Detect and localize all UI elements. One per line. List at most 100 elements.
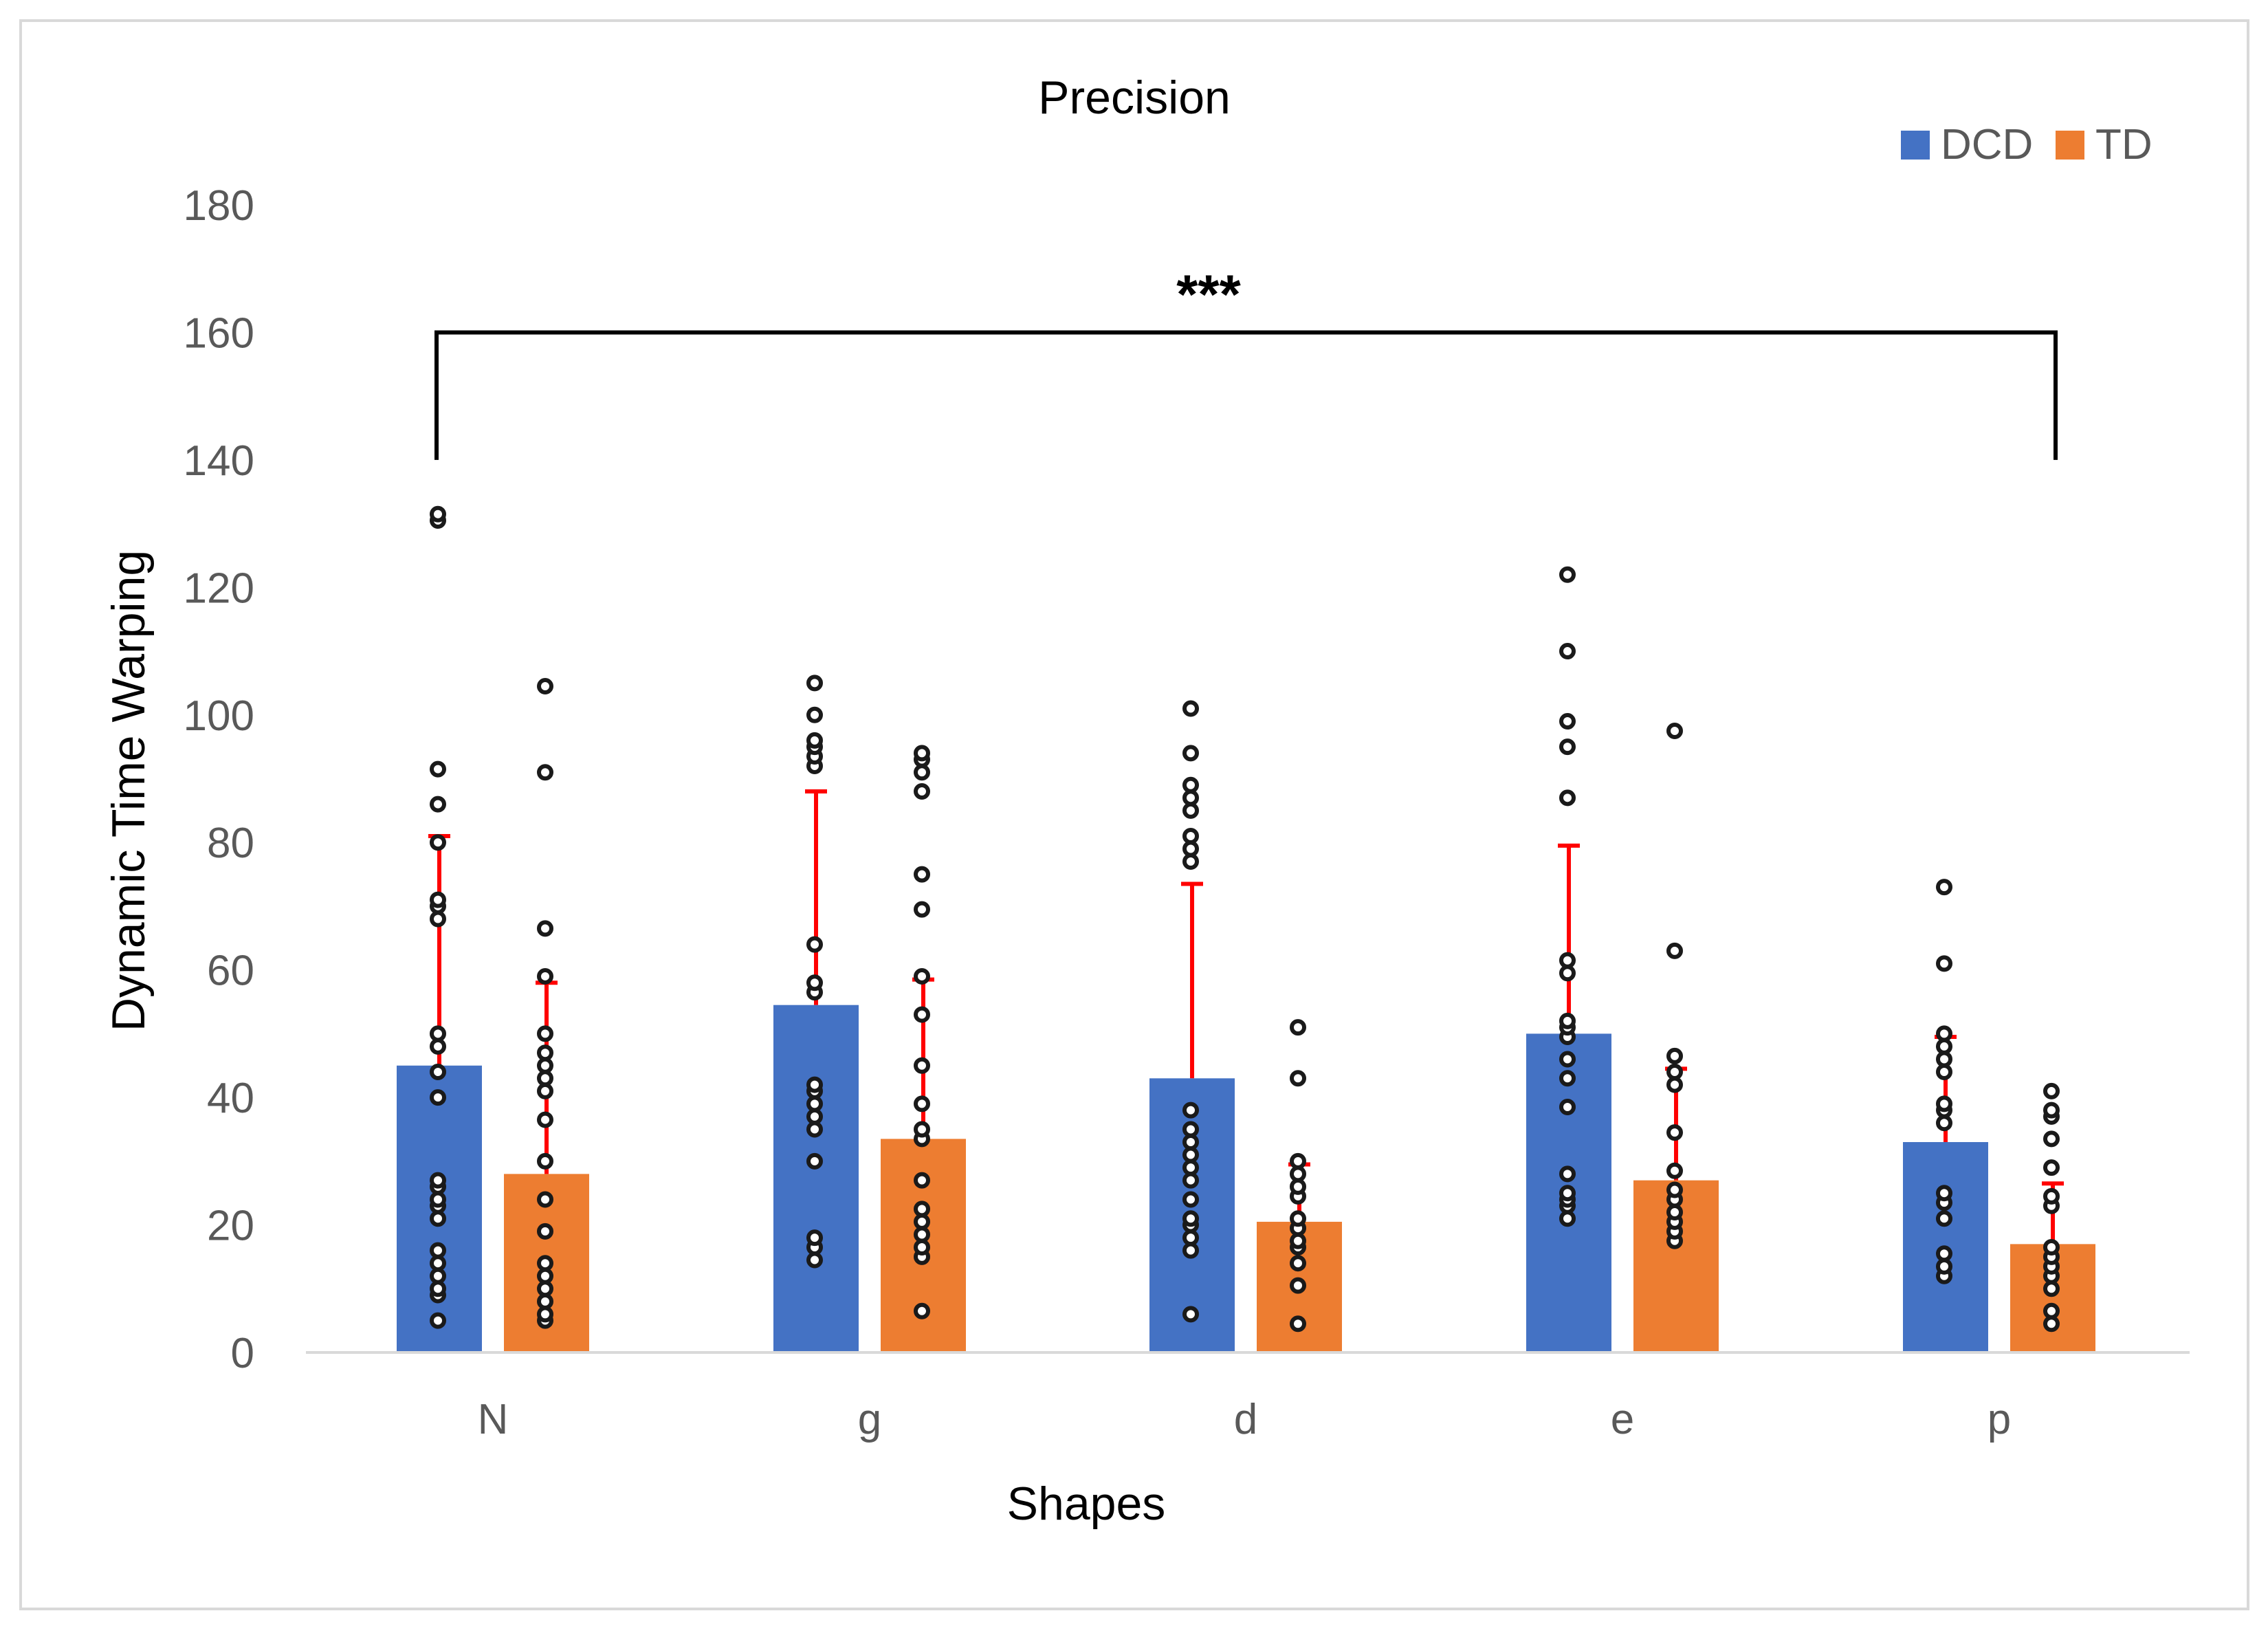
data-point-td xyxy=(537,967,553,985)
data-point-dcd xyxy=(1559,965,1576,982)
data-point-dcd xyxy=(806,1152,823,1170)
data-point-dcd xyxy=(806,1251,823,1269)
data-point-td xyxy=(1290,1070,1306,1087)
data-point-td xyxy=(537,1293,553,1310)
data-point-dcd xyxy=(1936,1115,1952,1132)
data-point-td xyxy=(537,1111,553,1128)
data-point-td xyxy=(914,1213,930,1230)
data-point-td xyxy=(537,1057,553,1074)
data-point-dcd xyxy=(1182,802,1199,819)
data-point-td xyxy=(1666,1076,1683,1093)
data-point-dcd xyxy=(1559,643,1576,660)
data-point-td xyxy=(537,1070,553,1087)
data-point-td xyxy=(1666,1204,1683,1221)
data-point-dcd xyxy=(1182,700,1199,717)
data-point-td xyxy=(1666,1047,1683,1064)
data-point-dcd xyxy=(1182,1121,1199,1138)
data-point-dcd xyxy=(1936,1038,1952,1055)
data-point-td xyxy=(1290,1255,1306,1272)
data-point-dcd xyxy=(430,1242,446,1259)
legend-swatch-td xyxy=(2056,131,2084,160)
data-point-dcd xyxy=(430,796,446,813)
data-point-td xyxy=(537,1223,553,1240)
data-point-dcd xyxy=(1182,1172,1199,1189)
data-point-dcd xyxy=(1182,1210,1199,1227)
data-point-dcd xyxy=(806,936,823,953)
data-point-td xyxy=(914,967,930,985)
data-point-dcd xyxy=(1182,840,1199,857)
data-point-td xyxy=(914,1121,930,1138)
data-point-td xyxy=(537,1280,553,1297)
y-tick-label: 140 xyxy=(184,437,254,485)
data-point-dcd xyxy=(430,910,446,928)
data-point-dcd xyxy=(1936,955,1952,972)
data-point-td xyxy=(1666,1124,1683,1141)
data-point-dcd xyxy=(1936,1064,1952,1081)
data-point-dcd xyxy=(1182,1159,1199,1176)
data-point-td xyxy=(537,1082,553,1099)
x-axis-label: Shapes xyxy=(1007,1478,1166,1530)
data-point-td xyxy=(537,1191,553,1208)
data-point-td xyxy=(2043,1302,2060,1319)
data-point-td xyxy=(914,901,930,918)
data-point-dcd xyxy=(1559,1012,1576,1029)
data-point-td xyxy=(914,1226,930,1243)
bar-dcd xyxy=(773,1005,859,1352)
data-point-dcd xyxy=(1559,713,1576,730)
data-point-td xyxy=(1666,722,1683,739)
data-point-td xyxy=(537,1267,553,1284)
data-point-td xyxy=(1290,1315,1306,1333)
data-point-dcd xyxy=(430,1280,446,1297)
data-point-td xyxy=(914,866,930,883)
data-point-dcd xyxy=(1182,1229,1199,1247)
data-point-dcd xyxy=(430,1064,446,1081)
data-point-td xyxy=(1666,1162,1683,1179)
data-point-td xyxy=(914,1057,930,1074)
legend-label-td: TD xyxy=(2095,121,2153,168)
data-point-dcd xyxy=(806,1108,823,1125)
data-point-dcd xyxy=(806,974,823,991)
data-point-dcd xyxy=(1182,745,1199,762)
data-point-dcd xyxy=(1936,1095,1952,1113)
data-point-td xyxy=(914,783,930,800)
data-point-dcd xyxy=(1936,1185,1952,1202)
x-tick-label: g xyxy=(858,1396,881,1443)
data-point-dcd xyxy=(1559,1051,1576,1068)
x-tick-label: N xyxy=(478,1396,509,1443)
data-point-td xyxy=(1290,1232,1306,1249)
data-point-td xyxy=(2043,1130,2060,1148)
data-point-td xyxy=(914,1201,930,1218)
data-point-dcd xyxy=(1182,853,1199,870)
data-point-td xyxy=(1290,1210,1306,1227)
data-point-dcd xyxy=(806,1095,823,1113)
data-point-dcd xyxy=(430,1025,446,1042)
y-axis-ticks: 0 20 40 60 80 100 120 140 160 180 xyxy=(184,182,254,1377)
data-point-td xyxy=(914,1095,930,1113)
data-point-td xyxy=(537,1044,553,1062)
y-tick-label: 20 xyxy=(207,1203,254,1250)
data-point-dcd xyxy=(1936,1258,1952,1275)
data-point-dcd xyxy=(430,1038,446,1055)
data-point-dcd xyxy=(1182,827,1199,844)
data-point-td xyxy=(2043,1102,2060,1119)
data-point-td xyxy=(1666,1181,1683,1198)
data-point-dcd xyxy=(430,1312,446,1329)
data-point-dcd xyxy=(430,1172,446,1189)
data-point-dcd xyxy=(1182,1146,1199,1163)
data-point-dcd xyxy=(806,675,823,692)
data-point-dcd xyxy=(1182,1191,1199,1208)
data-point-dcd xyxy=(1559,1099,1576,1116)
data-point-td xyxy=(2043,1239,2060,1256)
y-tick-label: 80 xyxy=(207,820,254,867)
data-point-dcd xyxy=(806,732,823,749)
y-axis-label: Dynamic Time Warping xyxy=(102,550,155,1031)
data-point-dcd xyxy=(806,1121,823,1138)
x-tick-label: p xyxy=(1988,1396,2011,1443)
y-tick-label: 120 xyxy=(184,565,254,612)
y-tick-label: 0 xyxy=(231,1330,254,1377)
data-point-dcd xyxy=(806,1229,823,1247)
y-tick-label: 100 xyxy=(184,692,254,740)
chart-frame xyxy=(19,19,2249,1610)
